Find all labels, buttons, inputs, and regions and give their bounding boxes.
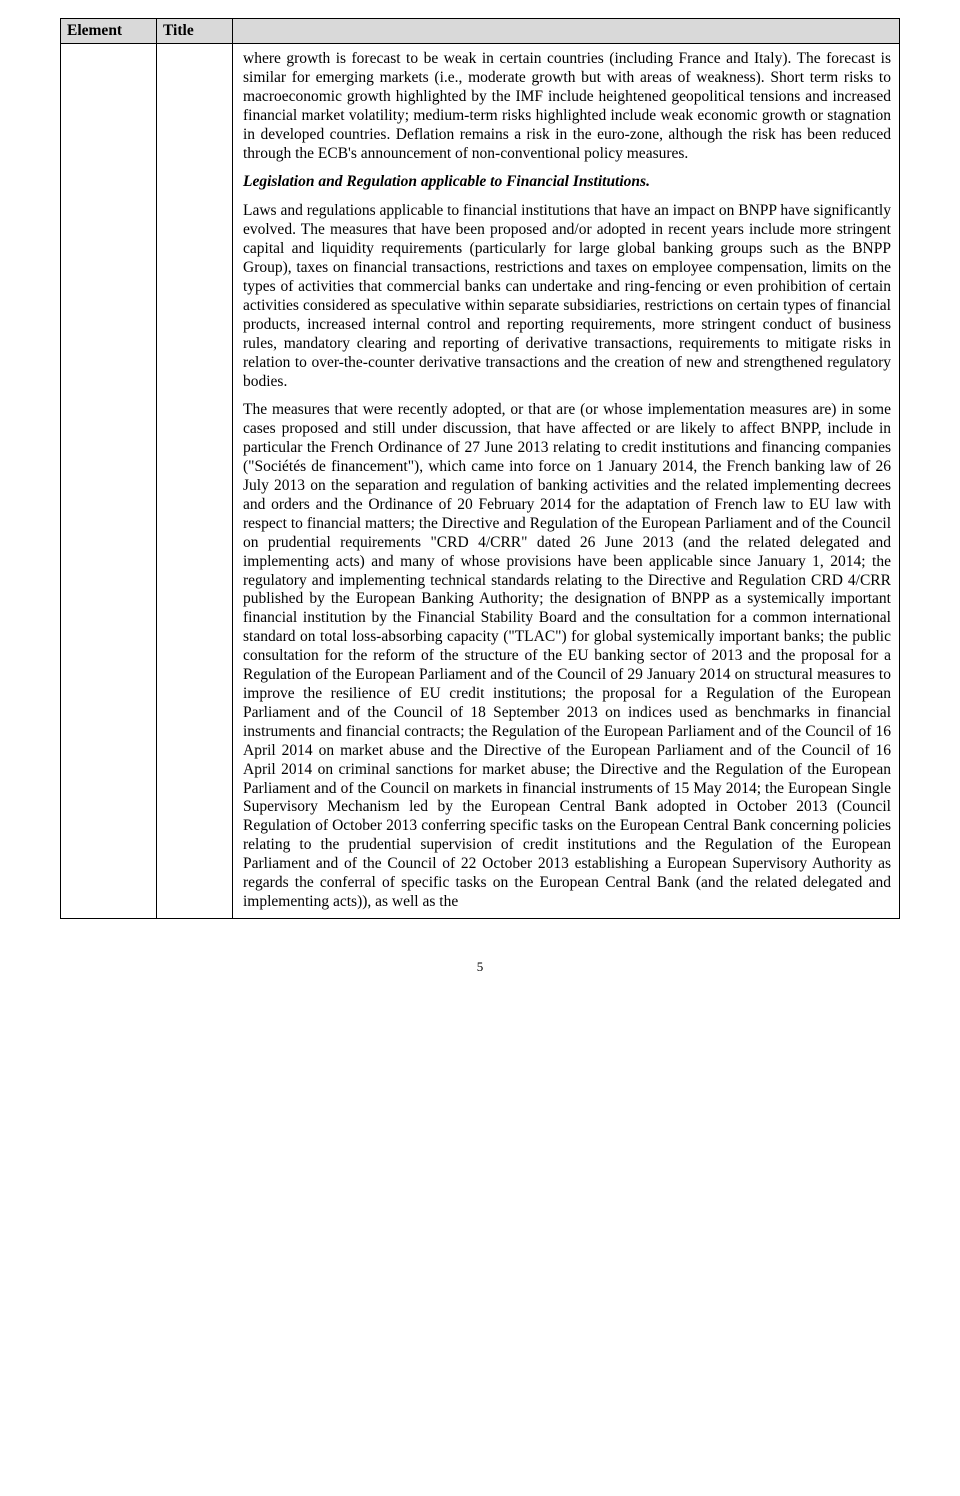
page-number: 5 — [60, 959, 900, 975]
header-element: Element — [61, 19, 157, 44]
cell-element — [61, 44, 157, 919]
header-content — [233, 19, 900, 44]
header-title: Title — [157, 19, 233, 44]
document-table: Element Title where growth is forecast t… — [60, 18, 900, 919]
content-wrapper: where growth is forecast to be weak in c… — [233, 44, 899, 918]
body-paragraph: where growth is forecast to be weak in c… — [243, 50, 891, 163]
cell-title — [157, 44, 233, 919]
body-paragraph: Laws and regulations applicable to finan… — [243, 202, 891, 391]
body-paragraph: The measures that were recently adopted,… — [243, 401, 891, 911]
table-header-row: Element Title — [61, 19, 900, 44]
cell-content: where growth is forecast to be weak in c… — [233, 44, 900, 919]
section-heading: Legislation and Regulation applicable to… — [243, 173, 891, 192]
table-row: where growth is forecast to be weak in c… — [61, 44, 900, 919]
